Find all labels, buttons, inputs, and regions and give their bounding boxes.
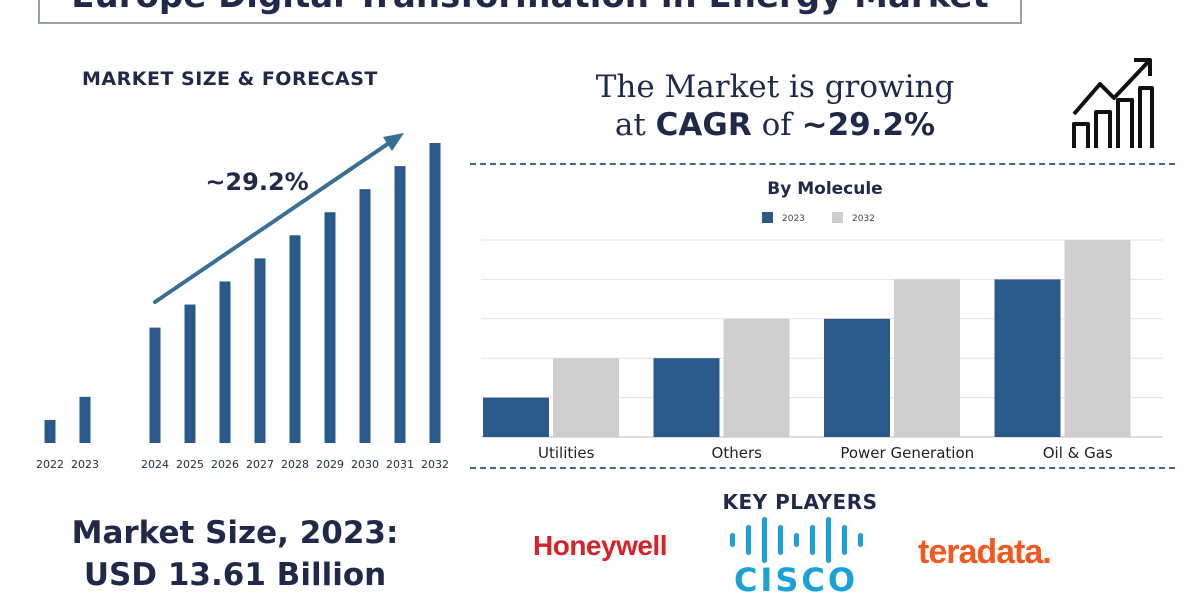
forecast-tick-label: 2022 (36, 458, 64, 471)
molecule-bar-2032 (1064, 240, 1131, 437)
molecule-bar-2032 (894, 279, 960, 437)
forecast-tick-label: 2030 (351, 458, 379, 471)
market-size-summary: Market Size, 2023: USD 13.61 Billion (30, 512, 440, 596)
forecast-tick-label: 2031 (386, 458, 414, 471)
legend-swatch-2023 (762, 212, 773, 223)
cagr-at: at (614, 107, 656, 143)
forecast-tick-label: 2025 (176, 458, 204, 471)
cagr-line-2: at CAGR of ~29.2% (560, 106, 990, 144)
molecule-bar-2023 (994, 279, 1061, 437)
forecast-tick-label: 2028 (281, 458, 309, 471)
divider-top (470, 163, 1175, 165)
forecast-bar-2025 (184, 304, 196, 443)
forecast-bar-2030 (359, 189, 371, 443)
legend-label-2023: 2023 (782, 214, 805, 224)
by-molecule-chart: By Molecule 2023 2032 Utilities Others Power … (481, 179, 1163, 462)
forecast-bar-2024 (149, 327, 161, 443)
divider-bottom (470, 467, 1175, 469)
trend-arrow-head-icon (383, 133, 404, 151)
forecast-bar-2028 (289, 235, 301, 443)
molecule-bar-2032 (723, 318, 790, 437)
forecast-cagr-label: ~29.2% (205, 168, 308, 196)
teradata-logo: teradata. (918, 533, 1052, 571)
molecule-category-label: Utilities (538, 444, 595, 462)
cagr-of: of (751, 107, 802, 143)
molecule-bar-2023 (653, 358, 720, 437)
key-players-heading: KEY PLAYERS (722, 490, 878, 514)
legend-swatch-2032 (832, 212, 843, 223)
forecast-bar-2032 (429, 143, 441, 443)
page-title: Europe Digital Transformation in Energy … (40, 0, 1020, 16)
growth-chart-icon (1072, 58, 1154, 148)
cagr-line-1: The Market is growing (595, 69, 955, 105)
forecast-tick-label: 2032 (421, 458, 449, 471)
forecast-bar-2022 (44, 419, 56, 443)
forecast-tick-label: 2024 (141, 458, 169, 471)
forecast-bar-2026 (219, 281, 231, 443)
molecule-bar-2023 (483, 397, 549, 437)
cisco-logo: CISCO (730, 517, 863, 595)
forecast-bar-2027 (254, 258, 266, 443)
forecast-tick-label: 2027 (246, 458, 274, 471)
trend-arrow-line (153, 139, 394, 304)
market-size-line-2: USD 13.61 Billion (83, 557, 387, 593)
forecast-bar-2031 (394, 166, 406, 444)
market-size-line-1: Market Size, 2023: (71, 515, 399, 551)
forecast-tick-label: 2023 (71, 458, 99, 471)
legend-label-2032: 2032 (852, 214, 875, 224)
title-box: Europe Digital Transformation in Energy … (38, 0, 1022, 24)
molecule-category-label: Power Generation (840, 444, 974, 462)
market-size-forecast-heading: MARKET SIZE & FORECAST (82, 68, 378, 90)
molecule-category-label: Oil & Gas (1043, 444, 1113, 462)
cagr-word: CAGR (655, 107, 752, 143)
molecule-bar-2032 (553, 358, 619, 437)
cagr-statement: The Market is growing at CAGR of ~29.2% (560, 68, 990, 144)
forecast-bar-2029 (324, 212, 336, 443)
forecast-tick-label: 2029 (316, 458, 344, 471)
forecast-tick-label: 2026 (211, 458, 239, 471)
molecule-category-label: Others (712, 444, 763, 462)
forecast-bar-2023 (79, 396, 91, 443)
honeywell-logo: Honeywell (533, 530, 667, 561)
molecule-bar-2023 (824, 318, 890, 437)
cisco-wordmark: CISCO (734, 561, 858, 595)
molecule-chart-title: By Molecule (767, 179, 882, 199)
market-size-forecast-chart: 2022 2023 2024 2025 2026 2027 2028 2029 2030 2031… (36, 133, 449, 471)
cagr-value: ~29.2% (801, 107, 936, 143)
